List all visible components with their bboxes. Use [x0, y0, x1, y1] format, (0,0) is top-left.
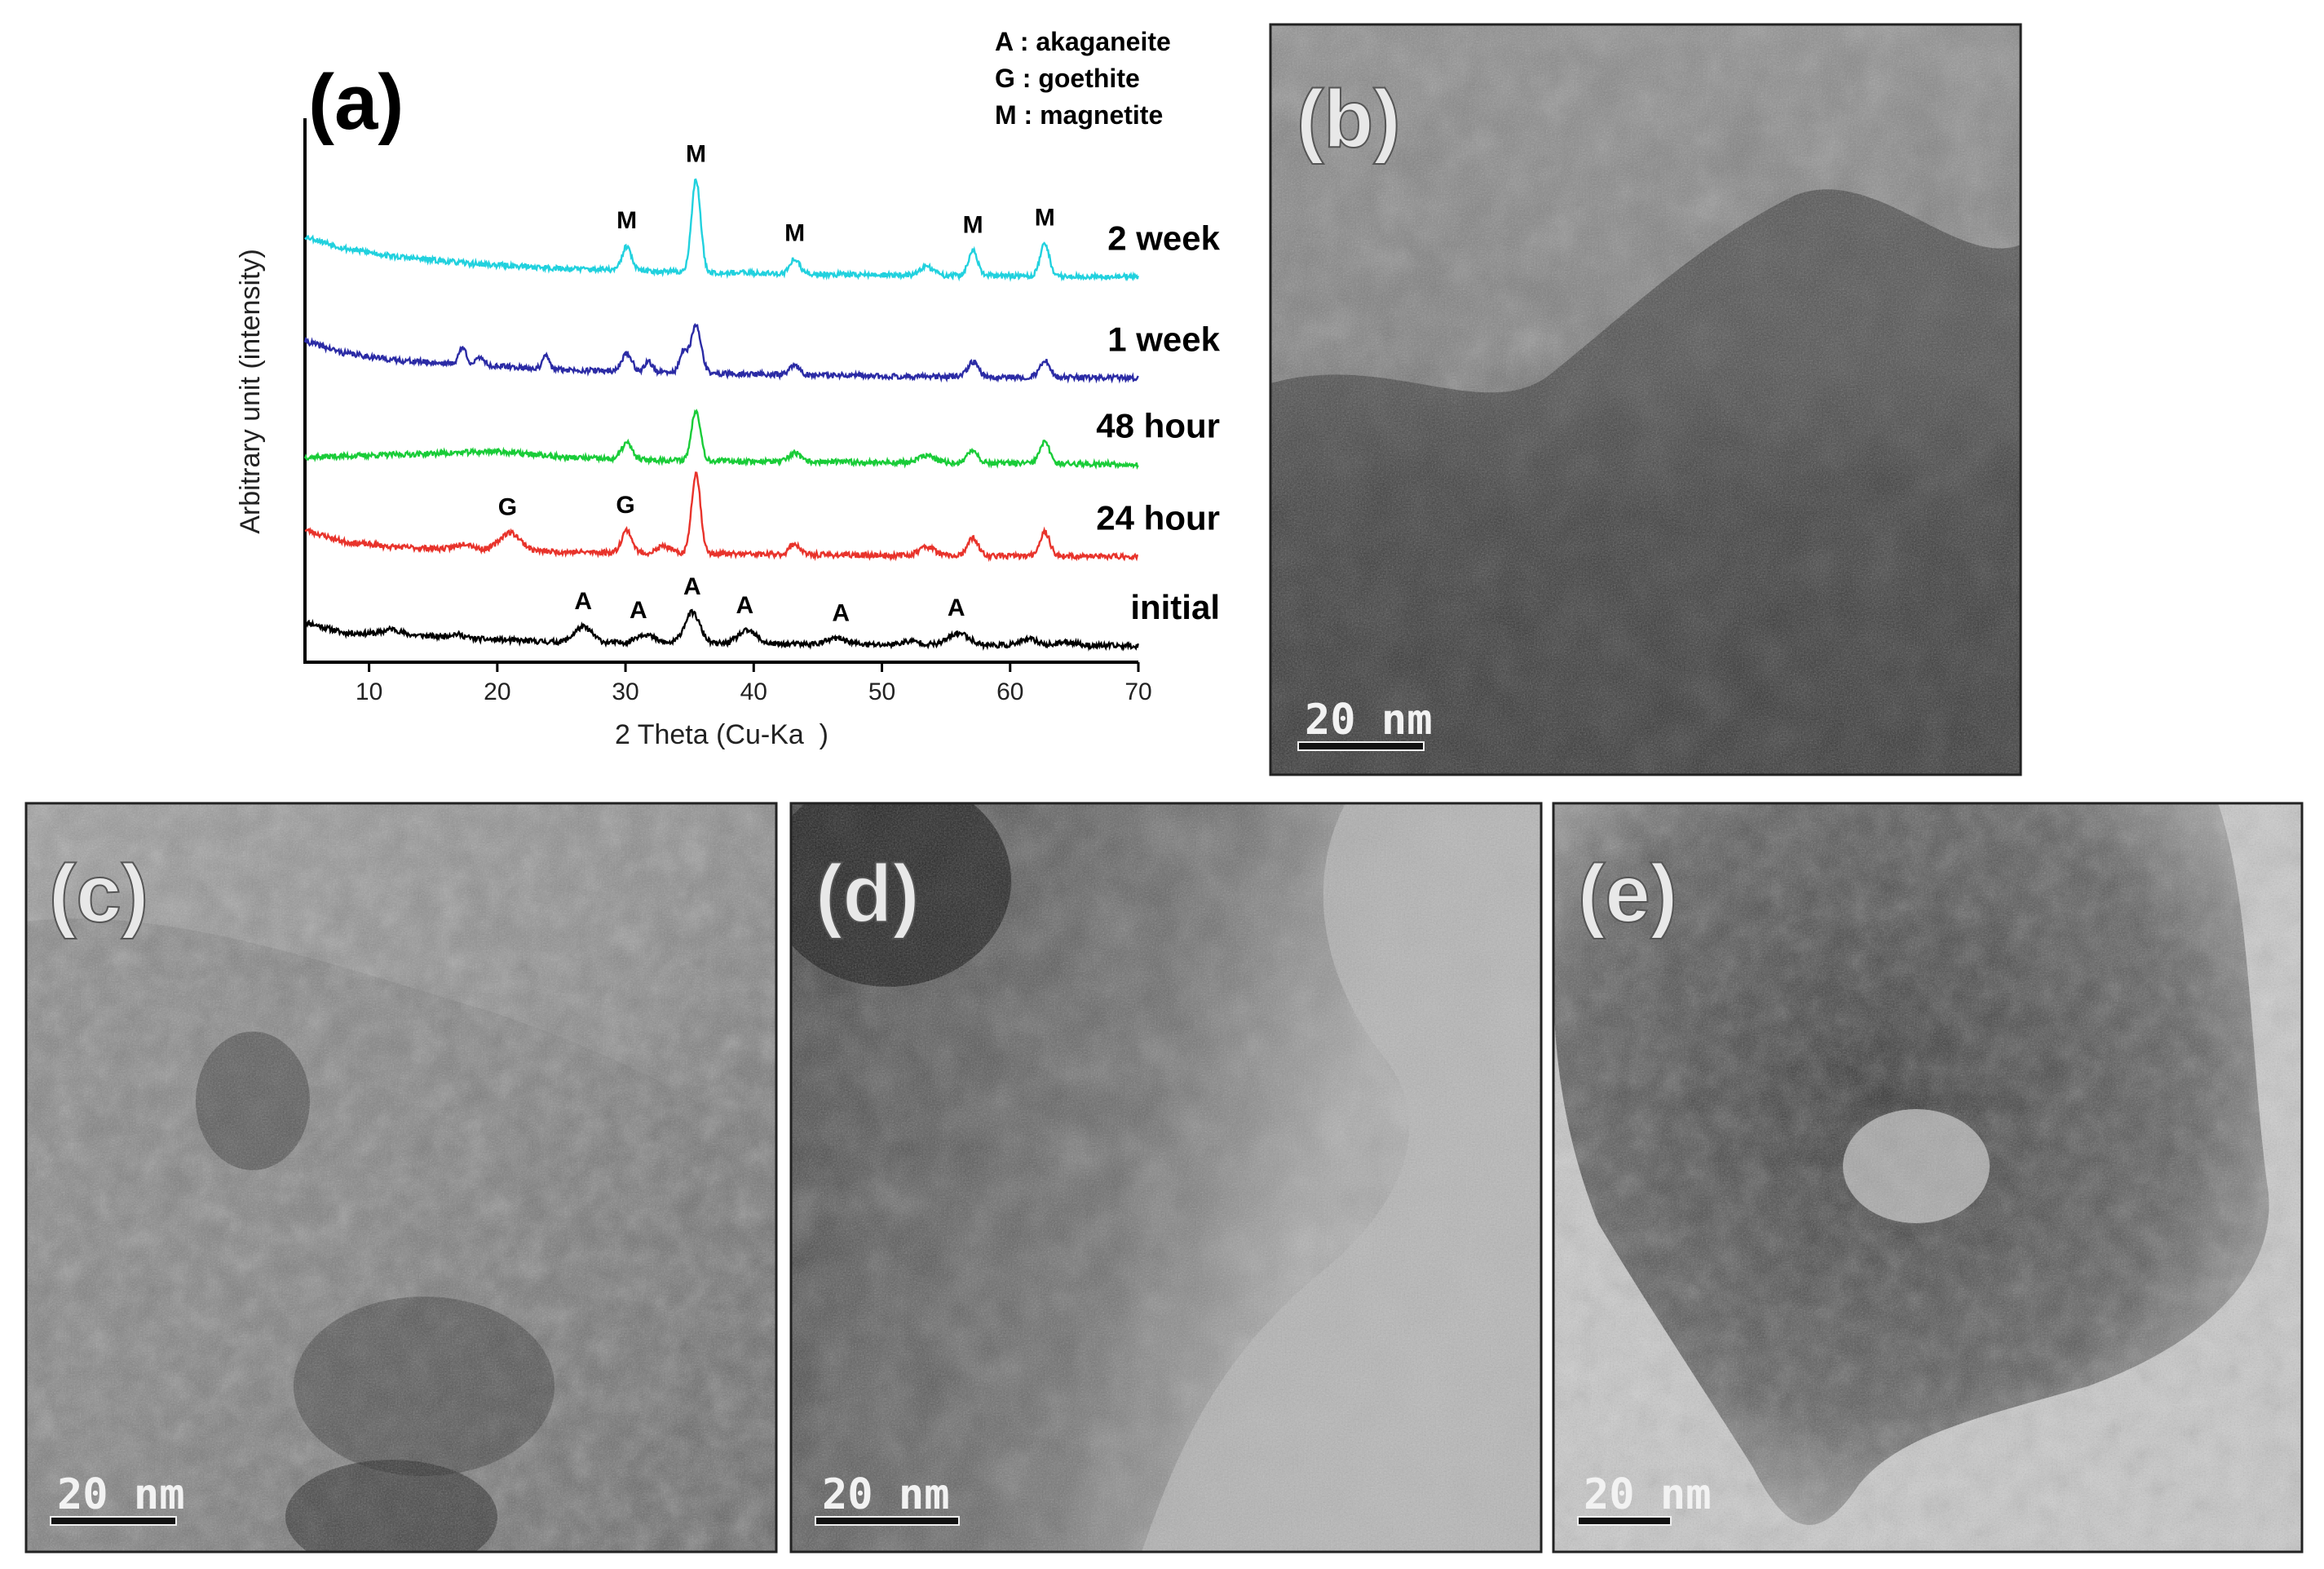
panel-label-c: (c)	[49, 848, 148, 939]
scale-bar-c	[50, 1516, 177, 1526]
tem-panel-d: (d) 20 nm	[789, 802, 1543, 1554]
x-ticks: 10 20 30 40 50 60 70	[356, 662, 1152, 705]
scale-bar-label-e: 20 nm	[1584, 1470, 1712, 1519]
scale-bar-label-b: 20 nm	[1305, 696, 1433, 745]
panel-label-e: (e)	[1578, 848, 1677, 939]
x-tick-label: 20	[484, 678, 510, 705]
phase-annotation: M	[963, 211, 983, 238]
tem-panel-c: (c) 20 nm	[24, 802, 778, 1554]
series-line	[303, 322, 1139, 384]
phase-annotation: A	[832, 599, 850, 626]
scale-bar-e	[1577, 1516, 1672, 1526]
x-tick-label: 60	[996, 678, 1023, 705]
phase-annotation: M	[784, 219, 805, 246]
phase-annotation: A	[574, 588, 592, 615]
x-tick-label: 50	[868, 678, 895, 705]
phase-annotation: A	[683, 573, 701, 600]
scale-bar-d	[815, 1516, 960, 1526]
series-line	[304, 471, 1138, 563]
x-tick-label: 10	[356, 678, 382, 705]
phase-annotation: M	[686, 141, 706, 168]
panel-label-d: (d)	[815, 848, 920, 939]
phase-annotation: M	[1035, 204, 1055, 231]
phase-annotation: M	[616, 207, 637, 234]
series-line	[305, 608, 1139, 652]
series-label: initial	[1130, 588, 1220, 626]
series-label: 48 hour	[1096, 407, 1220, 445]
legend-entry-goethite: G : goethite	[995, 64, 1140, 93]
tem-panel-b: (b) 20 nm	[1269, 23, 2022, 776]
phase-annotation: G	[616, 492, 634, 519]
series-label: 2 week	[1107, 219, 1220, 258]
series-label: 1 week	[1107, 320, 1220, 359]
series-line	[303, 178, 1139, 282]
legend-entry-akaganeite: A : akaganeite	[995, 27, 1171, 56]
scale-bar-b	[1297, 741, 1425, 751]
tem-panel-e: (e) 20 nm	[1552, 802, 2304, 1554]
series-group: initial A A A A A A 24 hour G G 48 hour 1 week 2 wee…	[303, 141, 1221, 652]
legend: A : akaganeite G : goethite M : magnetit…	[995, 27, 1171, 130]
x-tick-label: 30	[612, 678, 638, 705]
series-line	[303, 409, 1139, 471]
panel-label-a: (a)	[308, 59, 404, 146]
xrd-chart: (a) A : akaganeite G : goethite M : magn…	[235, 27, 1221, 750]
phase-annotation: A	[736, 592, 753, 619]
series-label: 24 hour	[1096, 499, 1220, 537]
phase-annotation: G	[498, 494, 517, 521]
y-axis-label: Arbitrary unit (intensity)	[235, 249, 266, 534]
phase-annotation: A	[948, 594, 965, 621]
x-axis-label: 2 Theta (Cu-Ka )	[615, 719, 828, 750]
panel-label-b: (b)	[1297, 73, 1401, 165]
x-tick-label: 40	[740, 678, 767, 705]
phase-annotation: A	[630, 597, 647, 624]
scale-bar-label-c: 20 nm	[57, 1470, 185, 1519]
legend-entry-magnetite: M : magnetite	[995, 100, 1163, 130]
scale-bar-label-d: 20 nm	[822, 1470, 950, 1519]
x-tick-label: 70	[1124, 678, 1151, 705]
